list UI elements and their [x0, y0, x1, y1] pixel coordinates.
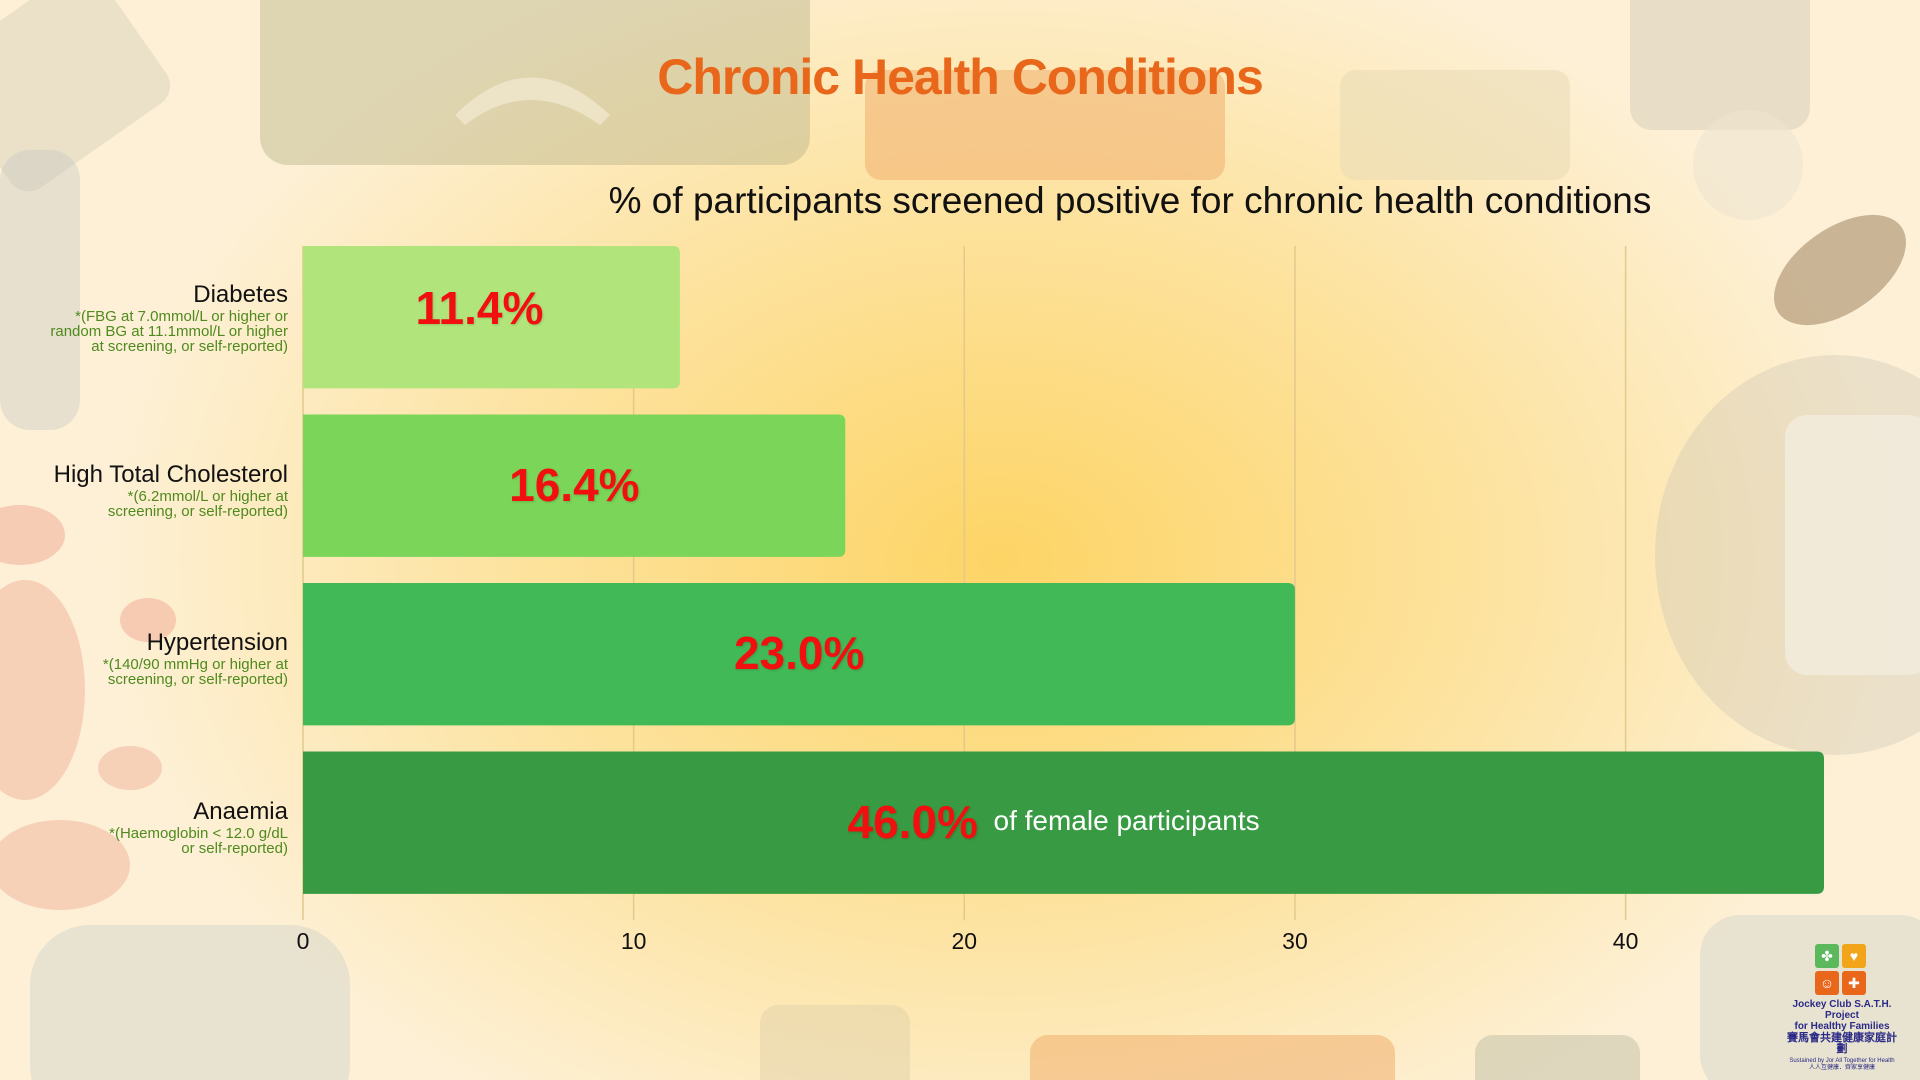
category-label: High Total Cholesterol *(6.2mmol/L or hig…: [0, 461, 288, 519]
bar-hypertension: [303, 583, 1295, 726]
category-name: Anaemia: [193, 797, 288, 825]
logo-line-1: Jockey Club S.A.T.H. Project: [1792, 999, 1892, 1021]
data-label: 46.0%: [847, 795, 978, 848]
logo-line-4: Sustained by Jor All Together for Health: [1789, 1058, 1895, 1064]
category-note: screening, or self-reported): [107, 671, 288, 689]
category-note: *(FBG at 7.0mmol/L or higher or: [75, 307, 288, 325]
bar-diabetes: [303, 246, 680, 389]
bar-high-total-cholesterol: [303, 414, 846, 557]
project-logo: ✤ ♥ ☺ ✚ Jockey Club S.A.T.H. Project for He…: [1782, 944, 1902, 1072]
slide-title: Chronic Health Conditions: [657, 49, 1264, 105]
logo-icons: ✤ ♥ ☺ ✚: [1815, 944, 1902, 995]
clover-icon: ✤: [1815, 944, 1839, 968]
category-note: *(140/90 mmHg or higher at: [102, 656, 288, 674]
category-label: Hypertension *(140/90 mmHg or higher at sc…: [0, 629, 288, 687]
heart-icon: ♥: [1842, 944, 1866, 968]
category-note: screening, or self-reported): [107, 502, 288, 520]
category-note: random BG at 11.1mmol/L or higher: [50, 322, 288, 340]
x-tick-label: 30: [1282, 928, 1308, 954]
data-label-suffix: of female participants: [993, 804, 1260, 836]
category-note: *(6.2mmol/L or higher at: [127, 487, 288, 505]
logo-line-3: 賽馬會共建健康家庭計劃: [1787, 1032, 1897, 1055]
x-tick-label: 40: [1612, 928, 1639, 954]
data-label: 23.0%: [733, 627, 865, 680]
category-note: *(Haemoglobin < 12.0 g/dL: [109, 824, 288, 842]
family-icon: ☺: [1815, 971, 1839, 995]
category-note: at screening, or self-reported): [91, 337, 288, 355]
logo-line-5: 人人互健康．齊家享健康: [1808, 1065, 1875, 1071]
x-tick-label: 0: [296, 928, 310, 954]
chart-title: % of participants screened positive for …: [608, 180, 1652, 221]
logo-line-2: for Healthy Families: [1794, 1021, 1890, 1032]
data-label: 16.4%: [509, 458, 640, 511]
x-tick-label: 20: [951, 928, 978, 954]
stethoscope-icon: ✚: [1842, 971, 1866, 995]
category-name: High Total Cholesterol: [53, 460, 288, 488]
category-label: Diabetes *(FBG at 7.0mmol/L or higher or r…: [0, 281, 288, 354]
x-tick-label: 10: [620, 928, 647, 954]
category-note: or self-reported): [181, 839, 288, 857]
data-label: 11.4%: [415, 282, 544, 335]
bar-anaemia: [303, 751, 1824, 894]
category-label: Anaemia *(Haemoglobin < 12.0 g/dL or self-…: [0, 798, 288, 856]
category-name: Hypertension: [146, 629, 288, 657]
category-name: Diabetes: [193, 280, 288, 308]
